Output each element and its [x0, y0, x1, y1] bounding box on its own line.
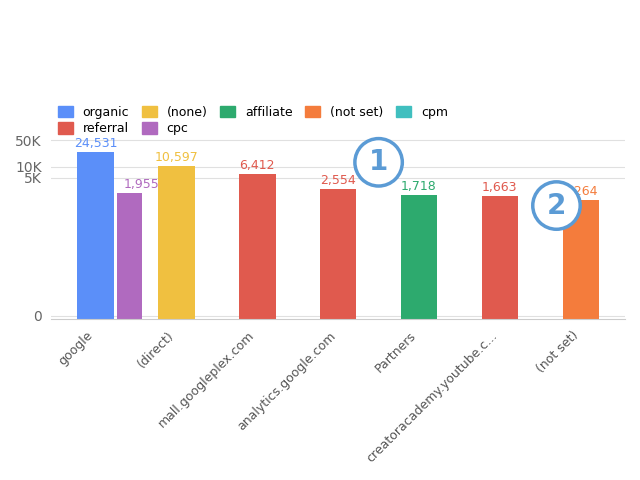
Text: 24,531: 24,531	[74, 137, 117, 150]
Bar	[563, 200, 599, 480]
Text: 1,718: 1,718	[401, 180, 437, 193]
Text: 2,554: 2,554	[320, 174, 356, 187]
Bar	[77, 152, 114, 480]
Text: 1,955: 1,955	[124, 178, 159, 191]
Text: 1,663: 1,663	[482, 181, 518, 194]
Bar	[118, 193, 141, 480]
Text: 1,264: 1,264	[563, 185, 598, 198]
Bar	[320, 189, 356, 480]
Text: 2: 2	[547, 192, 566, 219]
Bar	[482, 196, 518, 480]
Text: 1: 1	[369, 148, 388, 176]
Bar	[239, 174, 275, 480]
Bar	[158, 166, 195, 480]
Legend: organic, referral, (none), cpc, affiliate, (not set), cpm: organic, referral, (none), cpc, affiliat…	[58, 106, 448, 135]
Bar	[401, 195, 437, 480]
Text: 6,412: 6,412	[239, 159, 275, 172]
Text: 10,597: 10,597	[155, 151, 198, 164]
